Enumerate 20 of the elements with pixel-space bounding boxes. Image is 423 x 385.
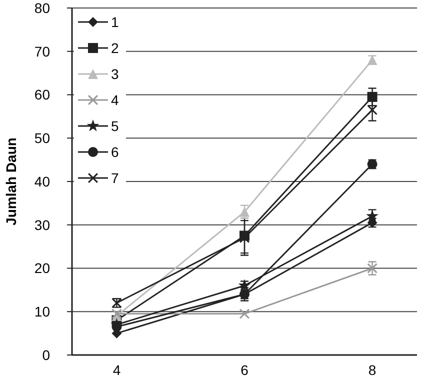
x-tick-label: 8 — [368, 362, 376, 378]
y-tick-label: 50 — [34, 130, 50, 146]
legend-label: 6 — [111, 144, 119, 160]
legend-label: 4 — [111, 92, 119, 108]
x-tick-label: 6 — [240, 362, 249, 378]
y-tick-label: 70 — [34, 43, 50, 60]
y-tick-label: 40 — [34, 173, 50, 190]
legend-label: 2 — [111, 40, 119, 56]
y-axis-title: Jumlah Daun — [3, 138, 19, 226]
y-tick-label: 80 — [34, 0, 50, 16]
legend-label: 1 — [111, 14, 119, 30]
y-tick-label: 0 — [42, 346, 50, 363]
y-tick-label: 60 — [34, 86, 50, 103]
legend-label: 7 — [111, 170, 119, 186]
y-tick-label: 30 — [34, 216, 50, 233]
y-tick-label: 10 — [34, 304, 50, 320]
x-tick-label: 4 — [112, 362, 121, 378]
legend-label: 5 — [111, 118, 119, 134]
y-tick-label: 20 — [34, 260, 50, 276]
legend-label: 3 — [111, 66, 119, 82]
